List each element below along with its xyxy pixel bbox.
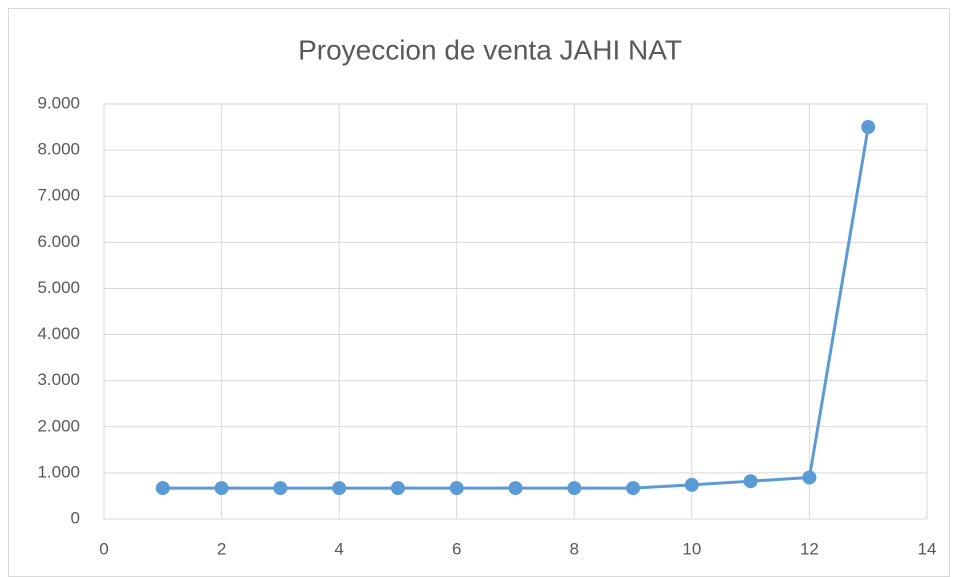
data-point — [155, 481, 170, 496]
chart-border — [8, 8, 950, 577]
x-tick-label: 4 — [334, 539, 343, 558]
data-point — [626, 481, 641, 496]
x-tick-label: 10 — [682, 539, 701, 558]
y-tick-label: 8.000 — [37, 140, 80, 159]
data-point — [861, 120, 876, 135]
y-tick-label: 7.000 — [37, 186, 80, 205]
x-tick-label: 6 — [452, 539, 461, 558]
y-tick-label: 2.000 — [37, 416, 80, 435]
x-tick-label: 12 — [800, 539, 819, 558]
y-tick-label: 0 — [71, 508, 80, 527]
data-point — [802, 470, 817, 485]
y-tick-label: 9.000 — [37, 93, 80, 112]
y-tick-label: 3.000 — [37, 370, 80, 389]
data-point — [214, 481, 229, 496]
data-point — [684, 477, 699, 492]
x-tick-label: 2 — [217, 539, 226, 558]
data-point — [273, 481, 288, 496]
x-tick-label: 14 — [918, 539, 937, 558]
data-point — [743, 474, 758, 489]
data-point — [390, 481, 405, 496]
y-tick-label: 6.000 — [37, 232, 80, 251]
data-point — [508, 481, 523, 496]
y-tick-label: 5.000 — [37, 278, 80, 297]
y-tick-label: 4.000 — [37, 324, 80, 343]
y-tick-label: 1.000 — [37, 462, 80, 481]
chart-title: Proyeccion de venta JAHI NAT — [298, 34, 682, 65]
data-point — [449, 481, 464, 496]
data-point — [332, 481, 347, 496]
data-point — [567, 481, 582, 496]
x-tick-label: 0 — [99, 539, 108, 558]
x-tick-label: 8 — [570, 539, 579, 558]
